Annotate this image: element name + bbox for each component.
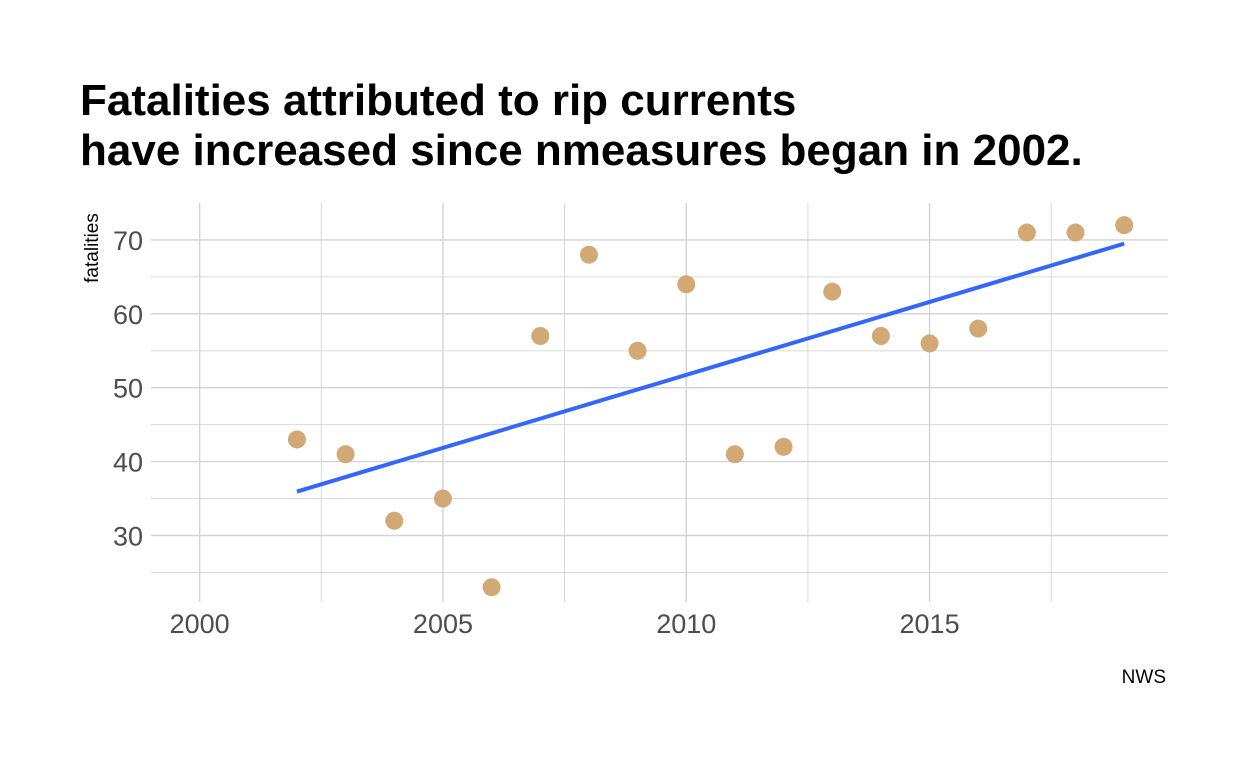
data-point <box>579 245 598 264</box>
y-tick-label: 50 <box>113 374 143 404</box>
data-points <box>287 216 1134 597</box>
trend-line <box>296 241 1125 494</box>
y-tick-label: 60 <box>113 300 143 330</box>
data-point <box>725 445 744 464</box>
x-axis-ticks: 2000 2005 2010 2015 <box>170 609 960 639</box>
title-line-1: Fatalities attributed to rip currents <box>80 76 797 125</box>
data-point <box>385 511 404 530</box>
title-line-2: have increased since nmeasures began in … <box>80 126 1083 175</box>
x-tick-label: 2015 <box>900 609 960 639</box>
data-point <box>482 578 501 597</box>
x-tick-label: 2005 <box>413 609 473 639</box>
data-point <box>871 327 890 345</box>
trend-line-group <box>296 241 1125 494</box>
data-point <box>628 341 647 360</box>
data-point <box>1115 216 1134 235</box>
data-point <box>336 445 355 464</box>
data-point <box>969 319 988 338</box>
data-point <box>677 275 696 294</box>
caption: NWS <box>1122 667 1166 688</box>
data-point <box>920 334 939 353</box>
data-point <box>823 282 842 301</box>
data-point <box>774 437 793 456</box>
y-tick-label: 40 <box>113 448 143 478</box>
y-tick-label: 70 <box>113 226 143 256</box>
x-tick-label: 2000 <box>170 609 230 639</box>
x-tick-label: 2010 <box>656 609 716 639</box>
y-axis-label: fatalities <box>82 213 103 283</box>
data-point <box>287 430 306 449</box>
data-point <box>1017 223 1036 242</box>
data-point <box>1066 223 1085 242</box>
y-axis-ticks: 30 40 50 60 70 <box>113 226 143 552</box>
data-point <box>433 489 452 508</box>
chart-title: Fatalities attributed to rip currents ha… <box>80 76 1083 176</box>
data-point <box>531 327 550 345</box>
y-tick-label: 30 <box>113 522 143 552</box>
grid-lines <box>151 203 1168 602</box>
